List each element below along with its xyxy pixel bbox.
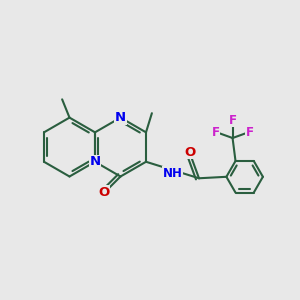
Text: N: N <box>115 111 126 124</box>
Text: F: F <box>229 114 237 127</box>
Text: O: O <box>184 146 196 159</box>
Text: F: F <box>246 126 254 139</box>
Text: O: O <box>98 186 109 199</box>
Text: F: F <box>212 126 220 139</box>
Text: N: N <box>89 155 100 168</box>
Text: NH: NH <box>163 167 182 180</box>
